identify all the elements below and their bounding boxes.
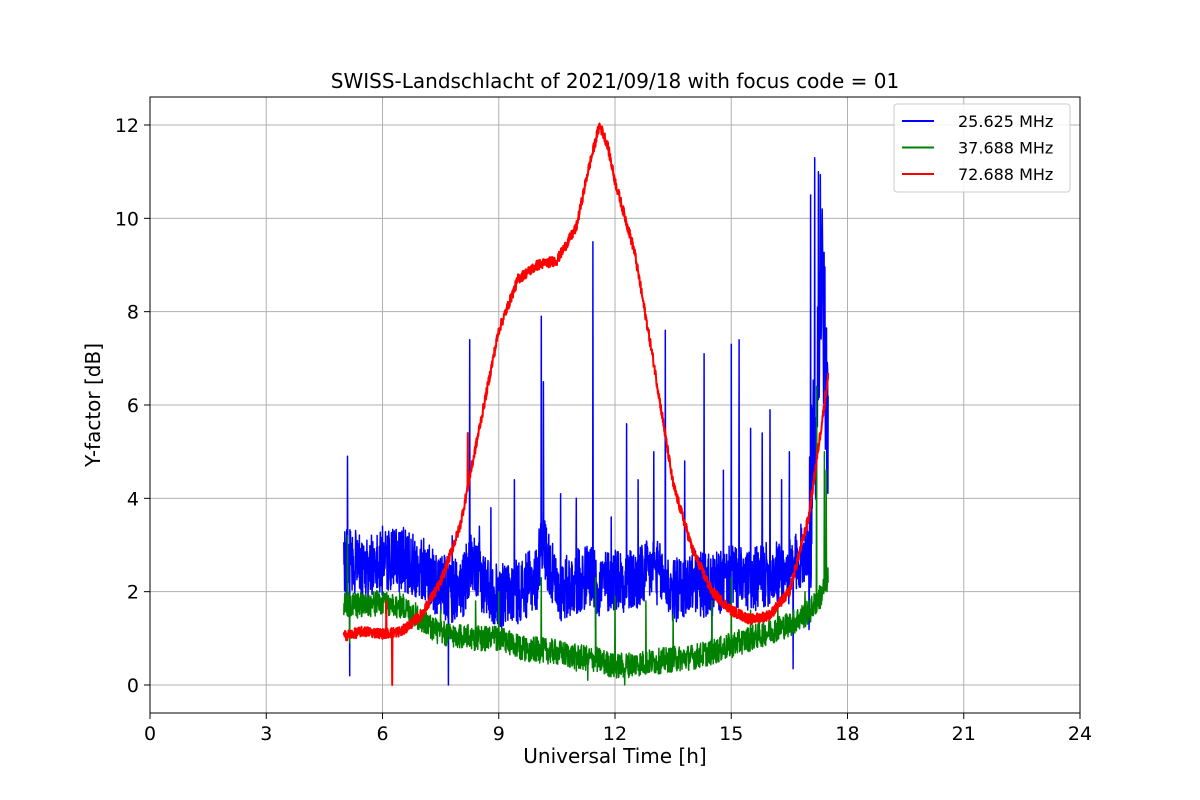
y-tick-label: 10: [115, 208, 139, 230]
x-tick-label: 18: [835, 723, 859, 745]
x-tick-label: 21: [952, 723, 976, 745]
legend-label: 37.688 MHz: [958, 139, 1053, 158]
y-tick-label: 2: [127, 582, 139, 604]
chart-title: SWISS-Landschlacht of 2021/09/18 with fo…: [331, 69, 899, 93]
x-tick-label: 6: [376, 723, 388, 745]
series-line: [343, 385, 829, 686]
y-tick-label: 0: [127, 675, 139, 697]
legend-label: 25.625 MHz: [958, 112, 1053, 131]
x-tick-label: 24: [1068, 723, 1092, 745]
x-tick-label: 15: [719, 723, 743, 745]
y-tick-label: 8: [127, 302, 139, 324]
series-line: [343, 156, 829, 686]
x-tick-label: 9: [493, 723, 505, 745]
legend: 25.625 MHz 37.688 MHz 72.688 MHz: [893, 103, 1071, 193]
y-tick-label: 4: [127, 488, 139, 510]
y-tick-label: 12: [115, 115, 139, 137]
plot-series: [342, 122, 830, 686]
x-tick-label: 3: [260, 723, 272, 745]
y-tick-label: 6: [127, 395, 139, 417]
x-axis-label: Universal Time [h]: [523, 744, 706, 768]
legend-label: 72.688 MHz: [958, 165, 1053, 184]
series-line: [342, 122, 830, 686]
y-axis-label: Y-factor [dB]: [81, 343, 105, 468]
legend-box: [893, 103, 1071, 193]
x-tick-label: 12: [603, 723, 627, 745]
x-tick-label: 0: [144, 723, 156, 745]
